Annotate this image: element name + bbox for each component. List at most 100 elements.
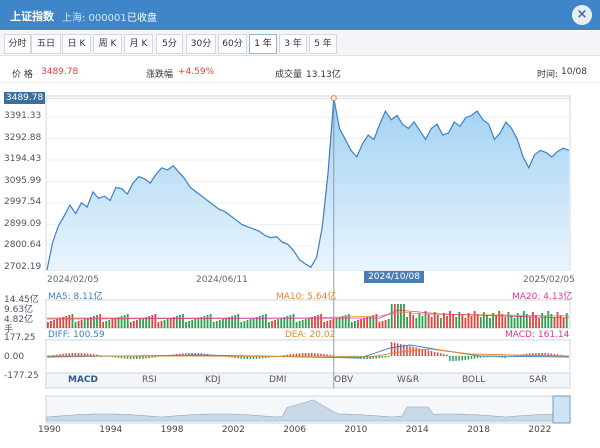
macd-bar (430, 351, 433, 356)
macd-bar (486, 356, 488, 358)
volume-bar (234, 315, 237, 328)
volume-bar (323, 322, 326, 328)
tab-9[interactable]: 3 年 (279, 34, 307, 54)
macd-bar (215, 355, 218, 356)
volume-bar (246, 320, 249, 328)
vol-unit: 手 (4, 325, 14, 335)
tab-4[interactable]: 月 K (124, 34, 153, 54)
volume-bar (320, 314, 323, 328)
x-label-mid: 2024/06/11 (196, 275, 248, 285)
volume-bar (182, 314, 184, 328)
tab-7[interactable]: 60分 (218, 34, 247, 54)
volume-bar (461, 315, 464, 328)
tab-5[interactable]: 5分 (156, 34, 183, 54)
volume-bar (163, 320, 166, 328)
ma5-label: MA5: 8.11亿 (48, 292, 103, 302)
macd-bar (231, 356, 233, 358)
price-value: 3489.78 (41, 67, 79, 77)
volume-bar (452, 314, 455, 328)
volume-bar (188, 321, 191, 328)
volume-bar (258, 316, 261, 328)
quote-info-bar: 价 格 3489.78 涨跌幅 +4.59% 成交量 13.13亿 时间: 10… (0, 62, 600, 83)
volume-bar (280, 318, 283, 328)
macd-bar (522, 354, 525, 356)
tab-3[interactable]: 周 K (93, 34, 122, 54)
tab-2[interactable]: 日 K (62, 34, 91, 54)
volume-bar (298, 321, 301, 328)
close-button[interactable]: × (572, 5, 592, 25)
macd-bar (148, 356, 150, 359)
macd-bar (369, 356, 371, 359)
volume-bar (498, 311, 501, 328)
volume-bar (212, 322, 215, 328)
indicator-tab-3[interactable]: DMI (269, 375, 287, 385)
volume-bar (129, 322, 132, 328)
index-code: 上海: 000001 (62, 13, 127, 24)
tab-6[interactable]: 30分 (186, 34, 216, 54)
volume-bar (114, 318, 117, 328)
price-tick-4: 2997.54 (4, 197, 42, 207)
macd-bar (492, 356, 494, 358)
tab-0[interactable]: 分时 (4, 34, 31, 54)
macd-bar (464, 356, 467, 361)
volume-bar (375, 314, 378, 328)
diff-label: DIFF: 100.59 (48, 330, 105, 340)
macd-bar (206, 353, 209, 356)
volume-bar (427, 314, 430, 328)
indicator-tab-6[interactable]: BOLL (462, 375, 486, 385)
navigator-panel (45, 395, 571, 424)
macd-bar (289, 354, 292, 356)
volume-bar (96, 315, 98, 328)
volume-bar (123, 315, 126, 328)
indicator-tab-0[interactable]: MACD (68, 375, 98, 385)
price-panel (45, 95, 571, 271)
volume-bar (360, 319, 362, 328)
macd-bar (74, 353, 77, 356)
volume-bar (53, 320, 55, 328)
indicator-tab-1[interactable]: RSI (142, 375, 157, 385)
nav-year-3: 2002 (221, 425, 245, 435)
tab-10[interactable]: 5 年 (309, 34, 337, 54)
tab-8[interactable]: 1 年 (249, 34, 277, 54)
volume-bar (283, 317, 286, 328)
volume-bar (406, 317, 408, 328)
volume-bar (83, 319, 86, 328)
indicator-tab-4[interactable]: OBV (334, 375, 354, 385)
macd-bar (89, 353, 92, 356)
volume-bar (301, 320, 304, 328)
price-tick-7: 2702.19 (4, 261, 42, 272)
x-label-end: 2025/02/05 (523, 275, 575, 285)
volume-bar (172, 317, 175, 328)
macd-bar (68, 353, 70, 356)
volume-bar (271, 321, 273, 328)
macd-bar (292, 353, 295, 356)
volume-bar (277, 319, 280, 328)
macd-bar (372, 356, 374, 359)
macd-bar (53, 355, 55, 356)
macd-bar (172, 354, 175, 356)
price-tick-3: 3095.99 (4, 175, 42, 186)
volume-bar (476, 314, 479, 328)
macd-bar (197, 353, 199, 356)
volume-bar (215, 321, 218, 328)
macd-bar (136, 356, 138, 359)
macd-bar (108, 356, 110, 357)
volume-bar (516, 313, 519, 328)
indicator-tab-7[interactable]: SAR (529, 375, 548, 385)
macd-bar (482, 356, 485, 358)
volume-bar (489, 318, 491, 328)
volume-bar (532, 312, 534, 328)
volume-bar (403, 304, 405, 328)
tab-1[interactable]: 五日 (31, 34, 61, 54)
macd-bar (357, 356, 359, 359)
volume-bar (396, 304, 399, 328)
volume-bar (436, 315, 439, 328)
nav-year-7: 2018 (467, 425, 490, 435)
volume-bar (225, 318, 227, 328)
macd-bar (390, 342, 393, 356)
macd-bar (228, 356, 230, 358)
indicator-tab-2[interactable]: KDJ (205, 375, 221, 385)
macd-bar (304, 353, 307, 356)
volume-bar (191, 320, 194, 328)
indicator-tab-5[interactable]: W&R (397, 375, 420, 385)
